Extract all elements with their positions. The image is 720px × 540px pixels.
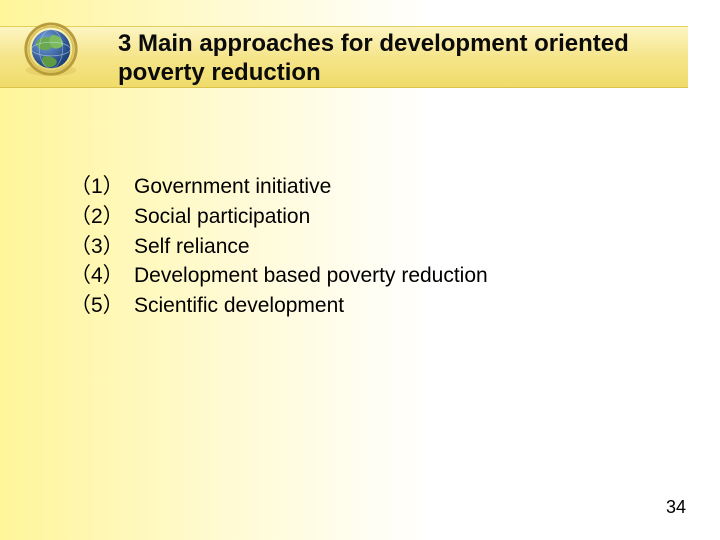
list-item: （5） Scientific development xyxy=(70,291,488,321)
list-item-number: （2） xyxy=(70,202,134,232)
list-item-number: （4） xyxy=(70,261,134,291)
body-list: （1） Government initiative （2） Social par… xyxy=(70,172,488,321)
page-number: 34 xyxy=(666,497,686,518)
title-bar: 3 Main approaches for development orient… xyxy=(0,26,720,88)
list-item: （3） Self reliance xyxy=(70,232,488,262)
list-item-text: Government initiative xyxy=(134,172,331,202)
slide-title: 3 Main approaches for development orient… xyxy=(118,30,680,88)
globe-icon xyxy=(22,22,80,80)
list-item-text: Self reliance xyxy=(134,232,250,262)
list-item: （4） Development based poverty reduction xyxy=(70,261,488,291)
list-item-text: Development based poverty reduction xyxy=(134,261,488,291)
list-item-number: （5） xyxy=(70,291,134,321)
slide: 3 Main approaches for development orient… xyxy=(0,0,720,540)
list-item-text: Scientific development xyxy=(134,291,344,321)
list-item: （2） Social participation xyxy=(70,202,488,232)
list-item-text: Social participation xyxy=(134,202,310,232)
list-item-number: （1） xyxy=(70,172,134,202)
list-item: （1） Government initiative xyxy=(70,172,488,202)
list-item-number: （3） xyxy=(70,232,134,262)
